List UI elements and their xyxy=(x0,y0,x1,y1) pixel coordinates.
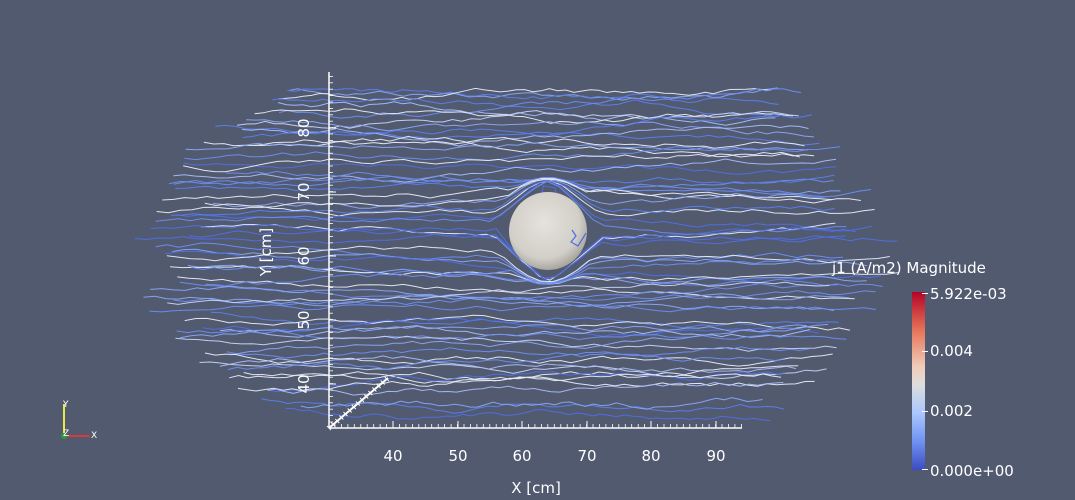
z-axis xyxy=(326,376,390,431)
streamline xyxy=(267,381,784,396)
streamlines xyxy=(134,87,899,422)
streamline xyxy=(279,88,802,119)
streamline xyxy=(570,229,587,247)
x-axis-title: X [cm] xyxy=(511,479,561,497)
x-tick-label: 90 xyxy=(706,447,725,465)
y-tick-label: 70 xyxy=(295,182,313,201)
x-axis: 40 50 60 70 80 90 X [cm] xyxy=(329,421,742,497)
streamline xyxy=(177,276,855,300)
streamline xyxy=(168,175,872,198)
streamline xyxy=(167,281,830,305)
orientation-y-label: Y xyxy=(62,400,69,410)
streamline xyxy=(278,87,771,101)
streamline xyxy=(183,153,815,173)
streamline xyxy=(205,283,876,301)
streamline xyxy=(237,110,799,129)
y-axis: 40 50 60 70 80 Y [cm] xyxy=(257,72,336,428)
colorbar-tick xyxy=(922,469,928,470)
streamline xyxy=(173,283,838,306)
streamline xyxy=(227,352,786,371)
streamline xyxy=(202,317,819,337)
streamline xyxy=(199,361,827,380)
colorbar-max-label: 5.922e-03 xyxy=(930,285,1007,303)
colorbar-tick xyxy=(922,351,928,352)
streamline xyxy=(179,258,844,287)
streamline xyxy=(184,314,851,331)
streamline xyxy=(171,180,835,216)
colorbar-tick xyxy=(922,293,928,294)
x-tick-label: 60 xyxy=(512,447,531,465)
y-tick-label: 60 xyxy=(295,246,313,265)
streamline xyxy=(215,124,820,146)
streamline xyxy=(243,113,813,138)
streamline xyxy=(203,136,805,149)
streamline xyxy=(191,264,883,287)
streamline xyxy=(189,185,898,267)
streamline xyxy=(184,146,841,162)
streamline xyxy=(277,101,776,126)
streamline xyxy=(185,142,809,151)
orientation-z-label: Z xyxy=(63,429,69,439)
streamline xyxy=(180,323,829,339)
streamline xyxy=(272,97,780,118)
y-tick-label: 80 xyxy=(295,118,313,137)
colorbar-label: 0.002 xyxy=(930,402,973,420)
x-tick-label: 50 xyxy=(448,447,467,465)
streamline xyxy=(155,242,843,283)
streamline xyxy=(175,174,835,192)
y-tick-label: 50 xyxy=(295,310,313,329)
streamline xyxy=(176,180,873,232)
y-axis-title: Y [cm] xyxy=(257,228,275,278)
colorbar xyxy=(912,292,925,470)
streamline xyxy=(172,248,868,283)
streamline xyxy=(134,227,856,279)
streamline xyxy=(156,178,861,214)
sphere-object xyxy=(509,192,587,270)
streamline xyxy=(268,371,786,393)
colorbar-label: 0.004 xyxy=(930,342,973,360)
colorbar-tick xyxy=(922,411,928,412)
streamline xyxy=(173,158,837,183)
streamline xyxy=(289,87,778,101)
x-tick-label: 80 xyxy=(641,447,660,465)
x-tick-label: 40 xyxy=(383,447,402,465)
streamline xyxy=(149,304,877,313)
streamline xyxy=(155,180,847,235)
colorbar-title: j1 (A/m2) Magnitude xyxy=(832,259,986,277)
streamline xyxy=(253,135,800,158)
colorbar-min-label: 0.000e+00 xyxy=(930,462,1014,480)
streamline xyxy=(229,324,808,356)
streamline xyxy=(204,352,833,367)
streamline xyxy=(242,124,809,147)
streamline xyxy=(183,162,837,175)
streamline xyxy=(226,346,810,359)
streamline xyxy=(285,407,771,422)
streamline xyxy=(212,178,841,209)
orientation-axes-icon: Y Z X xyxy=(61,400,97,441)
streamlines-overlay xyxy=(570,229,587,247)
streamline xyxy=(287,88,779,105)
x-tick-label: 70 xyxy=(577,447,596,465)
streamline xyxy=(150,224,846,280)
streamline xyxy=(176,330,847,341)
streamline xyxy=(300,397,763,410)
streamline xyxy=(187,264,867,285)
streamline xyxy=(254,108,794,124)
streamline xyxy=(166,245,890,283)
y-tick-label: 40 xyxy=(295,374,313,393)
streamline xyxy=(246,119,815,138)
orientation-x-label: X xyxy=(91,431,97,441)
